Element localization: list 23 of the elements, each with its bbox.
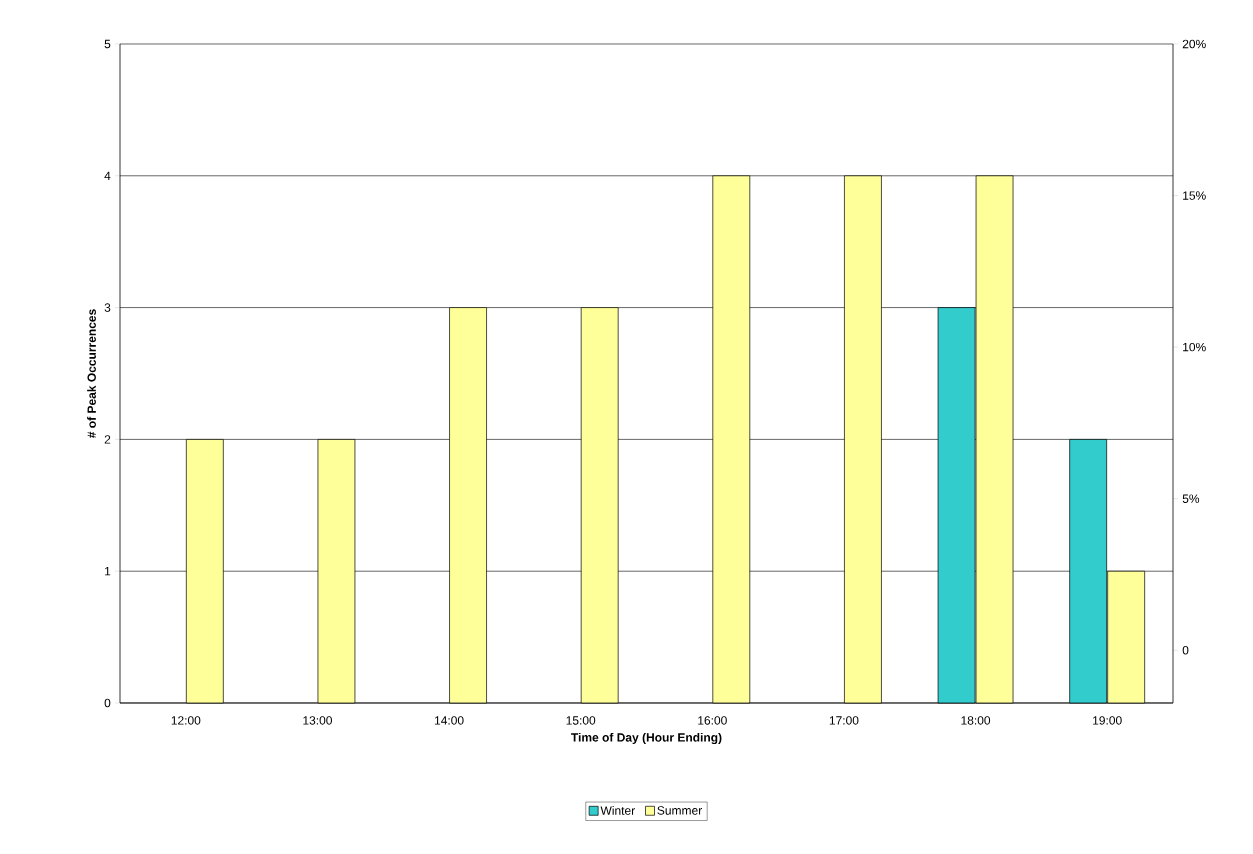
y2-tick-label: 15% xyxy=(1183,191,1206,200)
x-axis-title: Time of Day (Hour Ending) xyxy=(571,732,722,745)
y-tick-label: 0 xyxy=(104,698,111,708)
y-tick-label: 3 xyxy=(104,303,111,312)
x-tick-label: 16:00 xyxy=(698,716,727,725)
y-tick-label: 5 xyxy=(104,39,111,49)
legend-label: Summer xyxy=(657,806,702,815)
x-tick-label: 14:00 xyxy=(434,716,464,725)
x-tick-label: 17:00 xyxy=(829,716,859,725)
y-tick-label: 2 xyxy=(104,435,111,444)
y-axis-title: # of Peak Occurrences xyxy=(87,309,96,438)
x-tick-label: 19:00 xyxy=(1093,716,1122,725)
y2-tick-label: 10% xyxy=(1183,342,1206,352)
x-tick-label: 12:00 xyxy=(171,716,201,725)
x-tick-label: 13:00 xyxy=(303,716,332,725)
legend-label: Winter xyxy=(600,806,635,815)
y2-tick-label: 0 xyxy=(1182,646,1189,655)
x-tick-label: 15:00 xyxy=(566,716,596,725)
y-tick-label: 1 xyxy=(105,567,111,576)
x-tick-label: 18:00 xyxy=(961,716,991,725)
y-tick-label: 4 xyxy=(104,171,111,180)
y2-tick-label: 20% xyxy=(1182,39,1206,49)
y2-tick-label: 5% xyxy=(1182,494,1200,503)
